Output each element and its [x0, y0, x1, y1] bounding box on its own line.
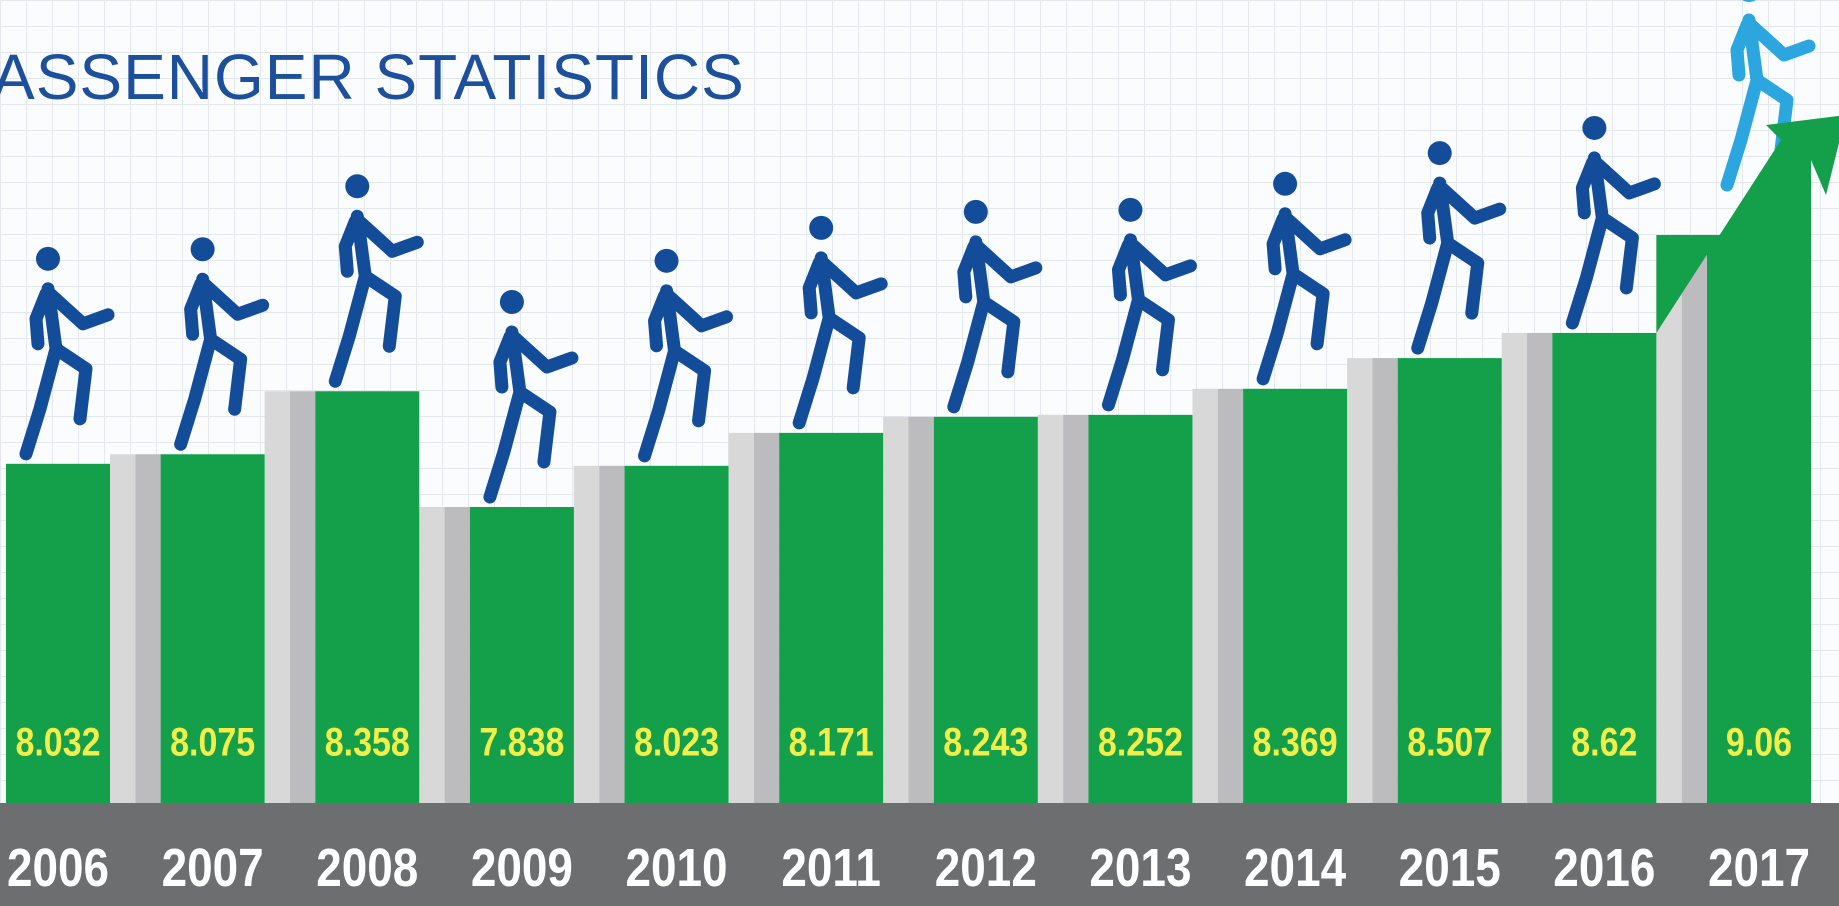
walker-icon — [1101, 197, 1197, 412]
x-tick-label: 2010 — [625, 838, 727, 898]
step-riser — [1192, 388, 1218, 803]
bar — [315, 391, 420, 803]
walker-icon — [792, 215, 888, 430]
walker-body — [1256, 207, 1352, 386]
bar — [160, 454, 265, 803]
value-label: 8.369 — [1253, 719, 1338, 764]
walker-head — [809, 215, 834, 240]
value-label: 7.838 — [479, 719, 564, 764]
x-tick-label: 2009 — [471, 838, 573, 898]
walker-icon — [174, 237, 270, 451]
walker-head — [1118, 197, 1143, 222]
walker-icon — [1411, 141, 1507, 355]
walker-head — [1582, 115, 1607, 140]
x-tick-label: 2012 — [935, 838, 1037, 898]
step-riser — [264, 391, 290, 803]
value-label: 8.358 — [325, 719, 410, 764]
walker-body — [638, 284, 734, 463]
x-tick-label: 2013 — [1089, 838, 1191, 898]
walker-head — [499, 290, 524, 314]
walker-icon — [1720, 0, 1816, 192]
walker-icon — [483, 290, 579, 504]
x-tick-label: 2008 — [316, 838, 418, 898]
value-label: 8.243 — [943, 719, 1028, 764]
step-riser — [573, 465, 600, 803]
walker-icon — [947, 199, 1043, 414]
bar — [933, 416, 1038, 803]
step-riser — [135, 454, 161, 803]
walker-head — [190, 237, 215, 262]
value-label: 8.62 — [1571, 719, 1637, 764]
bar — [779, 432, 884, 803]
walker-body — [483, 325, 579, 504]
growth-arrow — [1656, 115, 1839, 333]
walker-head — [963, 199, 988, 224]
walker-head — [345, 174, 370, 199]
walker-body — [328, 209, 424, 388]
bar — [1243, 388, 1348, 803]
bar — [469, 507, 574, 803]
step-riser — [1681, 235, 1707, 803]
step-riser — [1501, 332, 1528, 803]
walker-body — [1720, 13, 1816, 192]
walker-head — [1427, 141, 1452, 166]
walker-body — [1411, 176, 1507, 355]
value-label: 8.252 — [1098, 719, 1183, 764]
walker-body — [19, 282, 115, 461]
walker-head — [1742, 0, 1756, 2]
value-label: 8.032 — [15, 719, 100, 764]
step-riser — [1656, 235, 1682, 803]
bar — [624, 465, 729, 803]
step-riser — [1372, 358, 1398, 803]
walker-icon — [1256, 171, 1352, 386]
bar — [6, 463, 110, 803]
walker-body — [947, 235, 1043, 414]
step-riser — [444, 507, 470, 803]
step-riser — [1217, 388, 1244, 803]
year-band — [0, 803, 1839, 906]
bar — [1707, 235, 1811, 803]
step-riser — [728, 432, 754, 803]
step-riser — [1347, 358, 1373, 803]
x-tick-label: 2006 — [7, 838, 109, 898]
value-label: 8.023 — [634, 719, 719, 764]
x-tick-label: 2007 — [162, 838, 264, 898]
step-riser — [419, 507, 445, 803]
value-label: 8.507 — [1407, 719, 1492, 764]
step-riser — [753, 432, 780, 803]
step-riser — [1037, 414, 1064, 803]
walker-icon — [1565, 115, 1661, 330]
bar — [1552, 332, 1657, 803]
step-riser — [1527, 332, 1553, 803]
chart-title: ASSENGER STATISTICS — [0, 41, 745, 113]
walker-head — [654, 248, 679, 273]
bar — [1088, 414, 1193, 803]
step-riser — [908, 416, 934, 803]
walker-body — [174, 272, 270, 451]
walker-head — [1273, 171, 1298, 196]
bar — [1397, 358, 1502, 803]
walker-body — [792, 251, 888, 430]
walker-head — [36, 246, 60, 271]
step-riser — [1063, 414, 1089, 803]
walker-body — [1101, 233, 1197, 412]
step-riser — [110, 454, 136, 803]
walker-icon — [328, 174, 424, 388]
x-tick-label: 2016 — [1553, 838, 1655, 898]
x-tick-label: 2014 — [1244, 838, 1346, 898]
x-tick-label: 2015 — [1399, 838, 1501, 898]
walker-icon — [638, 248, 734, 463]
value-label: 9.06 — [1726, 719, 1792, 764]
walker-body — [1565, 151, 1661, 330]
value-label: 8.075 — [170, 719, 255, 764]
step-riser — [883, 416, 909, 803]
x-tick-label: 2017 — [1708, 838, 1810, 898]
x-tick-label: 2011 — [781, 838, 881, 898]
value-label: 8.171 — [789, 719, 874, 764]
walker-icon — [19, 246, 115, 461]
step-riser — [599, 465, 625, 803]
step-riser — [289, 391, 316, 803]
